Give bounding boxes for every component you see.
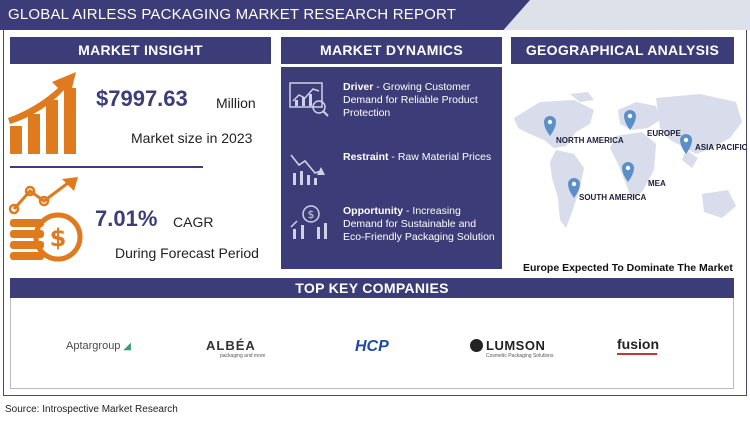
- insight-divider: [10, 166, 203, 168]
- albea-logo-text: ALBÉA: [206, 338, 256, 353]
- map-caption: Europe Expected To Dominate The Market: [523, 262, 733, 274]
- fusion-underline: [617, 353, 657, 355]
- restraint-title: Restraint: [343, 151, 389, 163]
- title-accent: [500, 0, 750, 30]
- hcp-logo: HCP: [355, 338, 389, 355]
- geographical-analysis-heading: GEOGRAPHICAL ANALYSIS: [511, 37, 734, 64]
- fusion-logo-text: fusion: [617, 336, 659, 352]
- albea-logo: ALBÉA packaging and more: [206, 338, 265, 359]
- cagr-value: 7.01%: [95, 206, 158, 231]
- market-size-unit: Million: [216, 95, 256, 111]
- cagr-unit: CAGR: [173, 214, 214, 230]
- region-south-america: SOUTH AMERICA: [579, 193, 647, 202]
- driver-text: - Growing Customer Demand for Reliable P…: [343, 81, 478, 119]
- fusion-logo: fusion: [617, 336, 659, 355]
- market-analysis-icon: [289, 82, 329, 117]
- lumson-logo: LUMSON Cosmetic Packaging Solutions: [470, 338, 554, 359]
- coins-growth-icon: $: [8, 177, 83, 262]
- market-dynamics-heading: MARKET DYNAMICS: [281, 37, 502, 64]
- restraint-text: - Raw Material Prices: [388, 151, 492, 163]
- svg-text:$: $: [308, 208, 315, 221]
- growth-chart-icon: [8, 72, 76, 154]
- opportunity-text: - Increasing Demand for Sustainable and …: [343, 205, 495, 243]
- region-asia-pacific: ASIA PACIFIC: [695, 143, 748, 152]
- aptargroup-logo-text: Aptargroup: [66, 340, 121, 352]
- page-title: GLOBAL AIRLESS PACKAGING MARKET RESEARCH…: [8, 6, 457, 23]
- lumson-mark-icon: [470, 339, 483, 352]
- lumson-logo-text: LUMSON: [486, 338, 546, 353]
- dollar-growth-icon: $: [290, 205, 327, 239]
- opportunity-title: Opportunity: [343, 205, 404, 217]
- svg-text:$: $: [50, 224, 67, 252]
- region-europe: EUROPE: [647, 129, 681, 138]
- driver-title: Driver: [343, 81, 374, 93]
- market-size-value: $7997.63: [96, 86, 188, 111]
- region-north-america: NORTH AMERICA: [556, 136, 624, 145]
- source-note: Source: Introspective Market Research: [5, 404, 178, 415]
- lumson-logo-tagline: Cosmetic Packaging Solutions: [486, 353, 554, 359]
- aptargroup-logo: Aptargroup ◢: [66, 340, 131, 352]
- cagr-label: During Forecast Period: [115, 245, 259, 261]
- world-map: [514, 92, 742, 228]
- aptar-mark-icon: ◢: [120, 341, 131, 352]
- decline-chart-icon: [290, 154, 325, 185]
- market-size-label: Market size in 2023: [131, 130, 253, 146]
- albea-logo-tagline: packaging and more: [220, 353, 266, 359]
- top-companies-heading: TOP KEY COMPANIES: [10, 278, 734, 298]
- market-insight-heading: MARKET INSIGHT: [10, 37, 271, 64]
- market-dynamics-panel: Driver - Growing Customer Demand for Rel…: [281, 67, 502, 269]
- title-bar: GLOBAL AIRLESS PACKAGING MARKET RESEARCH…: [0, 0, 530, 30]
- region-mea: MEA: [648, 179, 666, 188]
